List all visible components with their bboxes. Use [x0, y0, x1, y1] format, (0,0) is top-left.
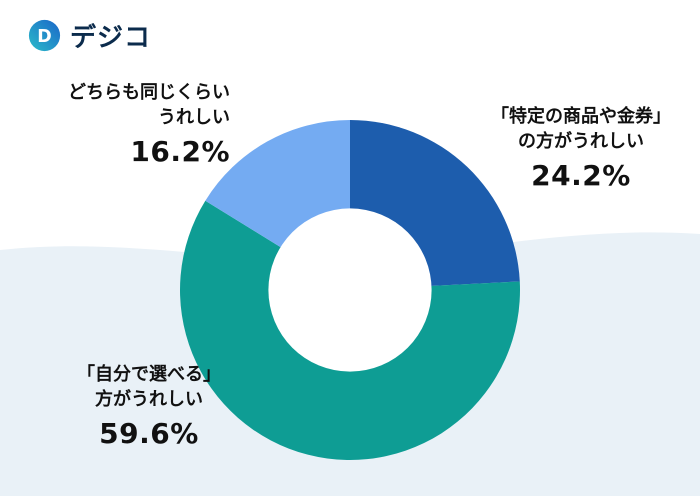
callout-label-line: の方がうれしい [518, 131, 644, 153]
digico-d-icon: D [28, 19, 61, 52]
callout-specific-goods: 「特定の商品や金券」 の方がうれしい 24.2% [484, 104, 678, 192]
logo-letter: D [37, 27, 51, 47]
callout-label-line: うれしい [158, 107, 230, 129]
callout-label-line: 「自分で選べる」 [77, 364, 221, 385]
logo-circle [28, 19, 61, 52]
callout-choose-yourself: 「自分で選べる」 方がうれしい 59.6% [58, 362, 240, 450]
donut-hole [268, 208, 432, 372]
logo-text: デジコ [70, 23, 152, 53]
callout-value: 16.2% [130, 135, 230, 169]
callout-label-line: 方がうれしい [95, 389, 203, 411]
digico-logo: D デジコ [28, 17, 151, 54]
callout-value: 24.2% [531, 159, 631, 193]
callout-label-line: どちらも同じくらい [68, 82, 230, 103]
callout-label-line: 「特定の商品や金券」 [491, 106, 671, 127]
callout-value: 59.6% [99, 417, 199, 451]
donut-chart-svg [180, 120, 521, 460]
callout-both-equal: どちらも同じくらい うれしい 16.2% [30, 80, 230, 168]
